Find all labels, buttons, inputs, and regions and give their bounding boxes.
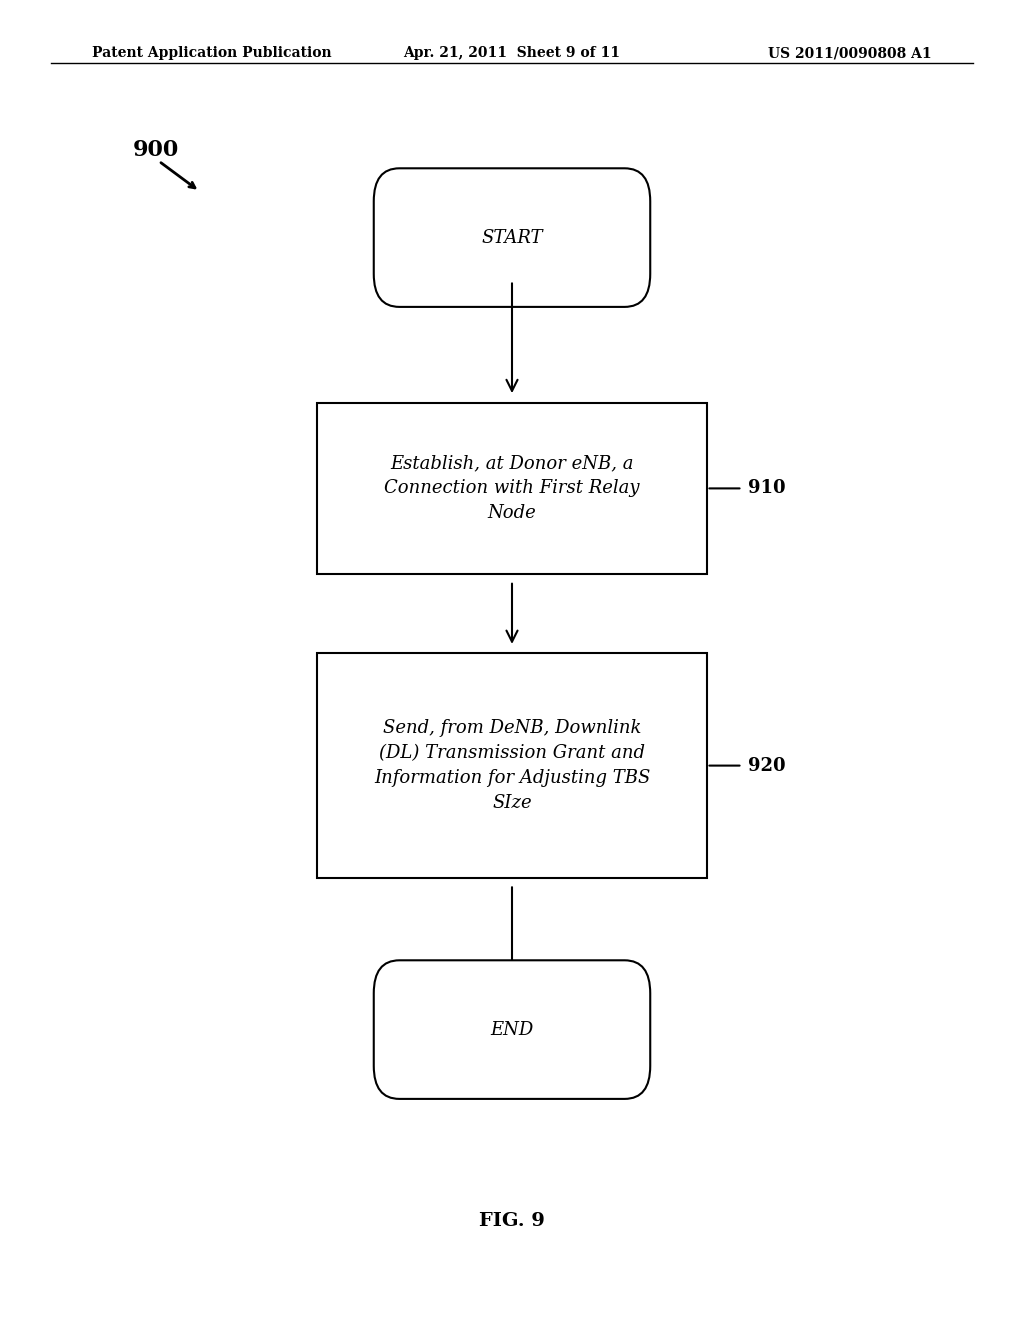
Text: Establish, at Donor eNB, a
Connection with First Relay
Node: Establish, at Donor eNB, a Connection wi… bbox=[384, 454, 640, 523]
Text: Apr. 21, 2011  Sheet 9 of 11: Apr. 21, 2011 Sheet 9 of 11 bbox=[403, 46, 621, 61]
Text: 900: 900 bbox=[133, 139, 179, 161]
Text: US 2011/0090808 A1: US 2011/0090808 A1 bbox=[768, 46, 932, 61]
Text: END: END bbox=[490, 1020, 534, 1039]
FancyBboxPatch shape bbox=[374, 961, 650, 1098]
Text: 920: 920 bbox=[748, 756, 785, 775]
Text: 910: 910 bbox=[748, 479, 785, 498]
Text: START: START bbox=[481, 228, 543, 247]
FancyBboxPatch shape bbox=[374, 169, 650, 308]
Text: Patent Application Publication: Patent Application Publication bbox=[92, 46, 332, 61]
Text: Send, from DeNB, Downlink
(DL) Transmission Grant and
Information for Adjusting : Send, from DeNB, Downlink (DL) Transmiss… bbox=[374, 719, 650, 812]
FancyBboxPatch shape bbox=[317, 403, 707, 574]
FancyBboxPatch shape bbox=[317, 653, 707, 878]
Text: FIG. 9: FIG. 9 bbox=[479, 1212, 545, 1230]
